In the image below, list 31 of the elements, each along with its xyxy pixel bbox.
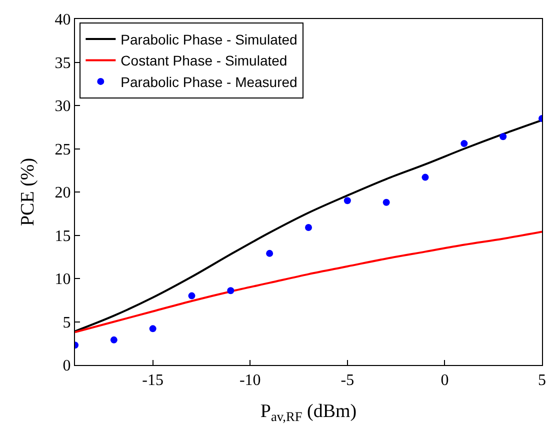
y-tick-label: 25 [54,141,71,158]
y-tick-label: 20 [54,184,71,202]
x-tick-label: -5 [340,372,354,390]
legend-label: Parabolic Phase - Measured [120,74,298,90]
y-tick-label: 40 [54,12,71,29]
point [188,292,196,300]
x-tick-label: 0 [440,372,449,390]
point [344,197,351,204]
point [500,133,507,140]
point [266,250,274,257]
y-tick-label: 10 [54,271,71,288]
y-tick-label: 15 [54,228,71,245]
point [305,224,312,231]
legend-label: Parabolic Phase - Simulated [120,32,298,48]
x-tick-label: 5 [538,372,546,390]
point [422,174,429,181]
point [149,325,156,332]
point [460,140,468,148]
y-tick-label: 0 [62,358,71,375]
x-tick-label: -15 [142,372,164,390]
y-tick-label: 30 [54,98,71,116]
line-series [75,230,542,334]
point [227,287,234,294]
legend-label: Costant Phase - Simulated [120,52,288,69]
y-tick-label: 5 [62,314,71,332]
point [110,336,118,344]
x-tick-label: -10 [239,372,261,390]
y-axis-title: PCE (%) [18,158,39,226]
y-tick-label: 35 [54,54,71,72]
x-axis-title: P$_{av,RF}$ (dBm) [260,401,357,424]
point [382,198,390,206]
